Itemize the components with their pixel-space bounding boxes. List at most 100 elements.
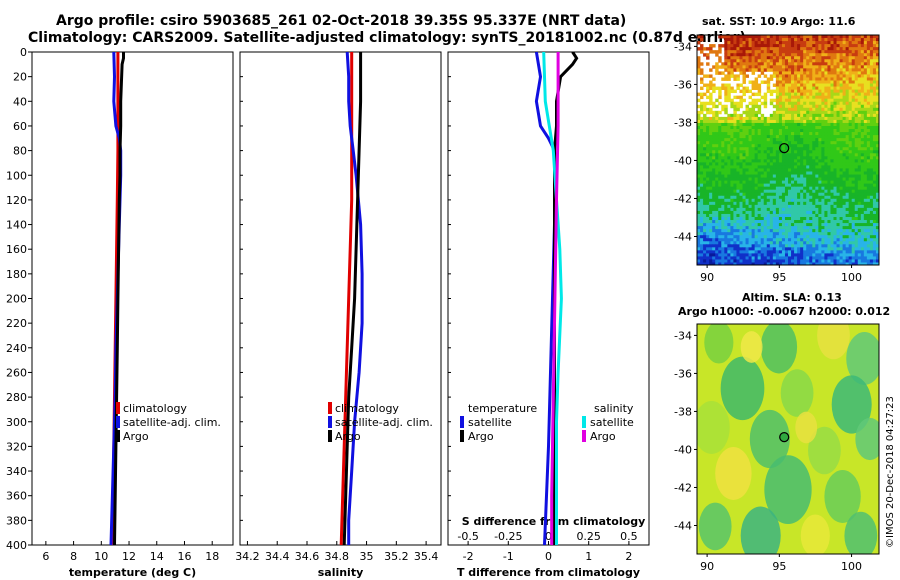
sst-cell	[848, 238, 853, 242]
sst-cell	[742, 259, 746, 263]
sst-cell	[824, 95, 828, 100]
sst-cell	[703, 220, 707, 224]
sst-cell	[739, 250, 743, 254]
sst-cell	[703, 177, 707, 181]
sst-cell	[721, 259, 725, 263]
sst-cell	[848, 207, 853, 212]
sst-cell	[839, 201, 843, 206]
sst-cell	[757, 256, 762, 260]
sla-map-title: Altim. SLA: 0.13	[742, 291, 842, 304]
sst-cell	[748, 129, 752, 133]
sst-cell	[763, 238, 768, 242]
sst-cell	[724, 213, 728, 218]
sst-cell	[863, 226, 868, 230]
sst-cell	[851, 50, 856, 54]
series-satellite-adj-clim-	[345, 52, 364, 545]
sst-cell	[775, 38, 780, 42]
sst-cell	[815, 135, 819, 139]
sst-cell	[830, 198, 834, 203]
sst-cell	[788, 220, 792, 224]
sst-cell	[718, 247, 722, 251]
sst-cell	[763, 153, 768, 157]
sst-cell	[736, 159, 740, 163]
sst-cell	[721, 135, 725, 139]
sst-cell	[854, 156, 859, 160]
sst-cell	[863, 162, 868, 166]
sst-cell	[742, 204, 746, 209]
sla-eddy	[846, 332, 879, 385]
sst-cell	[800, 174, 804, 178]
sst-cell	[766, 47, 771, 51]
sst-cell	[815, 195, 819, 200]
sst-cell	[751, 92, 756, 97]
sst-cell	[806, 174, 810, 178]
sst-cell	[766, 59, 771, 63]
sst-cell	[872, 195, 877, 200]
sst-cell	[727, 198, 731, 203]
map-y-tick-label: -36	[674, 367, 692, 380]
sst-cell	[742, 150, 746, 154]
sst-cell	[812, 220, 816, 224]
y-tick-label: 300	[6, 416, 27, 429]
sst-cell	[806, 74, 810, 78]
sst-cell	[872, 244, 877, 248]
sst-cell	[763, 183, 768, 188]
sst-cell	[848, 135, 853, 139]
sst-cell	[763, 171, 768, 175]
sst-cell	[724, 126, 728, 130]
y-tick-label: 240	[6, 342, 27, 355]
sst-cell	[803, 107, 807, 112]
sst-cell	[797, 262, 801, 265]
sst-cell	[778, 153, 783, 157]
sst-cell	[748, 35, 752, 39]
sst-cell	[745, 165, 749, 169]
sst-cell	[821, 201, 825, 206]
sst-cell	[772, 41, 777, 45]
sst-cell	[797, 201, 801, 206]
sst-cell	[739, 62, 743, 66]
sst-cell	[730, 226, 734, 230]
sst-cell	[872, 110, 877, 115]
sst-cell	[821, 162, 825, 166]
sst-cell	[830, 122, 834, 127]
x-tick-label: 1	[585, 550, 592, 563]
sst-cell	[784, 74, 789, 78]
sst-cell	[824, 104, 828, 109]
sst-cell	[769, 65, 774, 69]
sst-cell	[778, 65, 783, 69]
sst-cell	[760, 241, 765, 245]
sst-cell	[724, 110, 728, 115]
sst-cell	[706, 165, 710, 169]
sst-cell	[754, 180, 759, 185]
sst-cell	[809, 192, 813, 197]
sst-cell	[830, 135, 834, 139]
sst-cell	[736, 220, 740, 224]
sst-cell	[842, 62, 847, 66]
sst-cell	[727, 256, 731, 260]
sst-cell	[760, 53, 765, 57]
sst-cell	[775, 50, 780, 54]
sst-cell	[818, 153, 822, 157]
sst-cell	[866, 165, 871, 169]
sst-cell	[736, 122, 740, 127]
sst-cell	[724, 177, 728, 181]
sst-cell	[784, 217, 789, 221]
sst-cell	[730, 156, 734, 160]
sst-cell	[754, 129, 759, 133]
sst-cell	[772, 98, 777, 103]
sst-cell	[791, 259, 795, 263]
sst-cell	[751, 101, 756, 106]
sst-cell	[727, 177, 731, 181]
sst-cell	[788, 68, 792, 72]
sst-cell	[784, 95, 789, 100]
sst-cell	[869, 156, 874, 160]
sst-cell	[872, 192, 877, 197]
sst-cell	[821, 38, 825, 42]
sst-cell	[778, 56, 783, 60]
sst-cell	[800, 104, 804, 109]
sst-cell	[860, 207, 865, 212]
sst-cell	[718, 250, 722, 254]
sst-cell	[754, 77, 759, 81]
sst-cell	[839, 159, 843, 163]
sst-cell	[791, 220, 795, 224]
